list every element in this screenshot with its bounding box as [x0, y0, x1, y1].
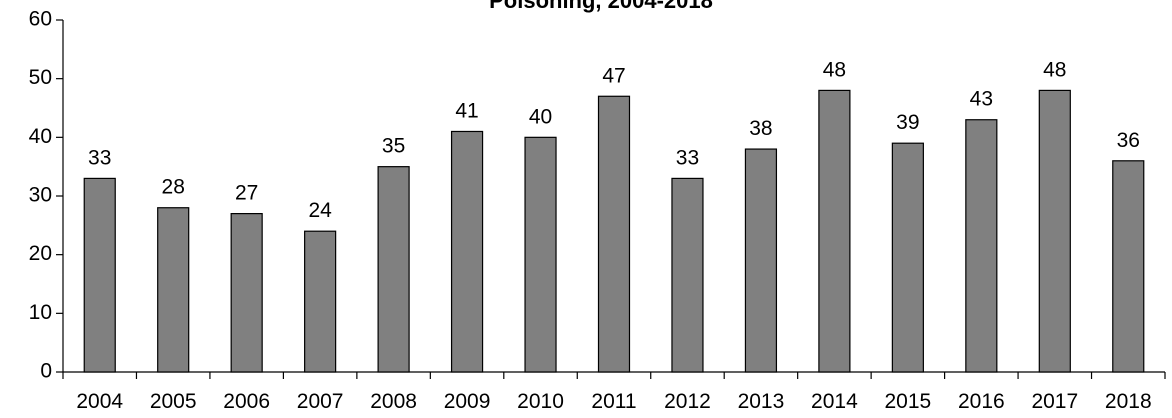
- data-label-2015: 39: [896, 111, 919, 134]
- x-tick-label: 2016: [958, 390, 1005, 413]
- x-tick-label: 2007: [297, 390, 344, 413]
- x-tick-label: 2015: [885, 390, 932, 413]
- bar-2018: [1112, 160, 1145, 373]
- x-tick-label: 2014: [811, 390, 858, 413]
- data-label-2012: 33: [676, 146, 699, 169]
- y-tick-label: 20: [29, 242, 52, 265]
- data-label-2014: 48: [823, 58, 846, 81]
- data-label-2006: 27: [235, 182, 258, 205]
- bar-2009: [450, 130, 484, 373]
- data-label-2018: 36: [1117, 129, 1140, 152]
- bar-2015: [891, 142, 924, 373]
- data-labels: 33 28 27 24 35 41 40 47 33 38 48 39 43 48 36: [88, 58, 1140, 222]
- y-tick-label: 10: [29, 301, 52, 324]
- y-axis: 0 10 20 30 40 50 60: [29, 8, 64, 383]
- x-tick-label: 2005: [150, 390, 197, 413]
- x-tick-label: 2012: [664, 390, 711, 413]
- bar-2011: [597, 95, 631, 373]
- data-label-2011: 47: [602, 64, 625, 87]
- x-tick-label: 2006: [223, 390, 270, 413]
- bar-2007: [304, 230, 337, 373]
- data-label-2013: 38: [749, 117, 772, 140]
- data-label-2008: 35: [382, 135, 405, 158]
- x-tick-label: 2009: [444, 390, 491, 413]
- x-tick-label: 2013: [738, 390, 785, 413]
- bar-2016: [965, 119, 998, 373]
- y-tick-label: 0: [40, 360, 52, 383]
- bar-2004: [83, 177, 116, 373]
- data-label-2004: 33: [88, 146, 111, 169]
- chart-title: Poisoning, 2004-2018: [489, 0, 713, 13]
- bar-2017: [1038, 89, 1071, 373]
- y-tick-label: 50: [29, 66, 52, 89]
- data-label-2017: 48: [1043, 58, 1066, 81]
- bar-2010: [524, 136, 557, 373]
- y-tick-label: 40: [29, 125, 52, 148]
- x-tick-label: 2010: [517, 390, 564, 413]
- x-tick-label: 2017: [1031, 390, 1078, 413]
- y-tick-label: 30: [29, 184, 52, 207]
- bar-2014: [818, 89, 851, 373]
- bar-series: [83, 89, 1145, 373]
- data-label-2010: 40: [529, 105, 552, 128]
- x-tick-label: 2018: [1105, 390, 1152, 413]
- bar-2013: [744, 148, 778, 373]
- y-tick-label: 60: [29, 8, 52, 31]
- x-tick-label: 2008: [370, 390, 417, 413]
- data-label-2009: 41: [455, 99, 478, 122]
- x-axis: 2004 2005 2006 2007 2008 2009 2010 2011 2012 2013…: [62, 371, 1166, 413]
- data-label-2005: 28: [162, 176, 185, 199]
- data-label-2016: 43: [970, 88, 993, 111]
- data-label-2007: 24: [308, 199, 332, 222]
- bar-2008: [377, 166, 410, 373]
- bar-2005: [157, 207, 190, 373]
- x-tick-label: 2004: [76, 390, 123, 413]
- bar-2012: [671, 177, 704, 373]
- x-tick-label: 2011: [591, 390, 636, 413]
- bar-2006: [230, 213, 263, 373]
